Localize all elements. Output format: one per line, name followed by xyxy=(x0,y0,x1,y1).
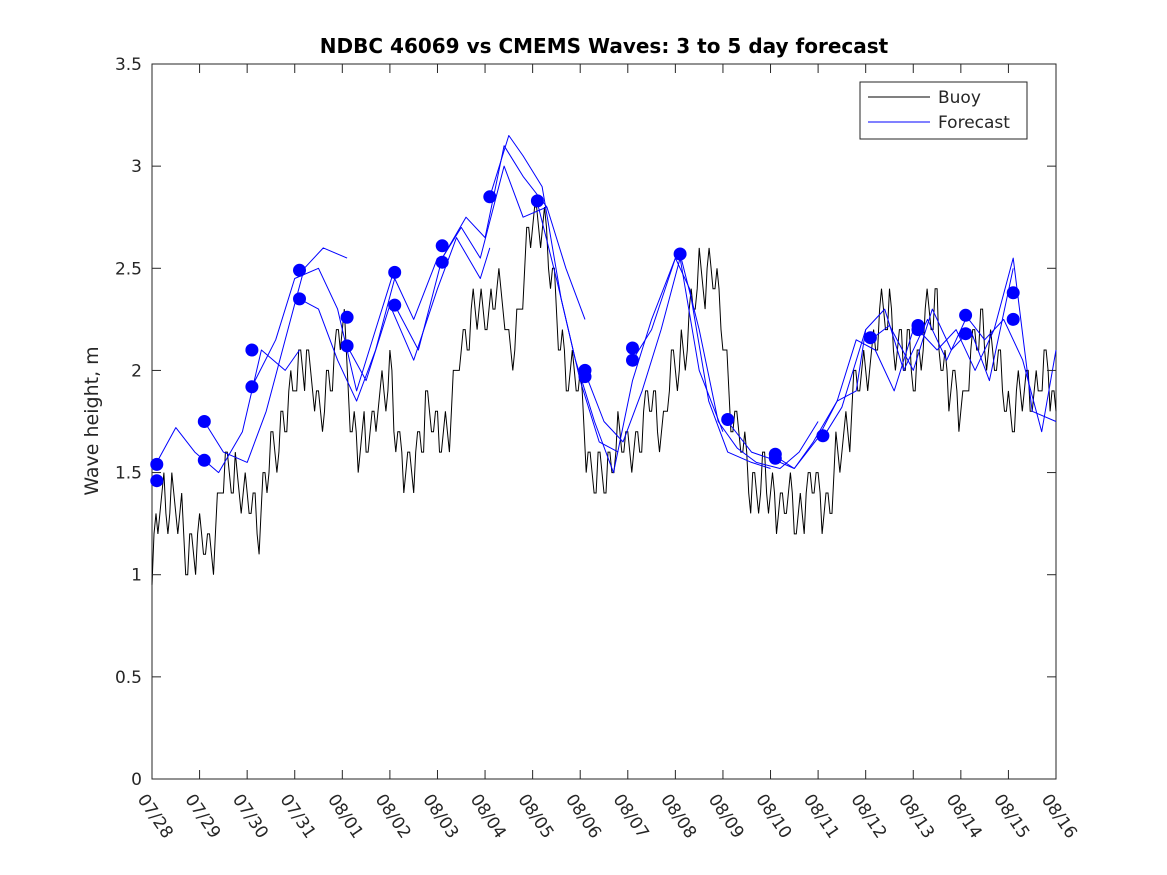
forecast-start-marker xyxy=(483,190,497,204)
buoy-series xyxy=(151,206,1057,585)
forecast-start-marker xyxy=(1006,312,1020,326)
forecast-line xyxy=(156,349,300,474)
forecast-start-marker xyxy=(293,292,306,306)
forecast-line xyxy=(822,308,967,439)
forecast-start-marker xyxy=(435,255,449,269)
y-tick-label: 2.5 xyxy=(115,259,142,279)
buoy-line xyxy=(151,206,1057,585)
legend-forecast-label: Forecast xyxy=(938,113,1010,133)
forecast-start-marker xyxy=(863,331,877,345)
forecast-start-marker xyxy=(245,380,259,394)
forecast-start-marker xyxy=(530,194,544,208)
forecast-start-marker xyxy=(245,343,259,357)
forecast-start-marker xyxy=(340,310,354,324)
forecast-line xyxy=(727,329,867,469)
forecast-line xyxy=(489,135,619,453)
forecast-start-marker xyxy=(340,339,354,353)
forecast-start-marker xyxy=(768,451,782,465)
chart-title: NDBC 46069 vs CMEMS Waves: 3 to 5 day fo… xyxy=(320,34,889,58)
forecast-start-marker xyxy=(197,415,211,428)
forecast-start-marker xyxy=(435,239,449,253)
forecast-line xyxy=(536,202,676,474)
legend: Buoy Forecast xyxy=(859,81,1028,140)
y-tick-label: 1 xyxy=(131,566,142,586)
y-tick-label: 2 xyxy=(131,361,142,381)
forecast-line xyxy=(679,253,819,469)
forecast-start-marker xyxy=(721,413,735,426)
forecast-start-marker xyxy=(626,341,639,355)
forecast-start-marker xyxy=(388,298,402,312)
forecast-line xyxy=(441,145,586,320)
legend-box xyxy=(859,81,1028,140)
forecast-line xyxy=(584,257,724,443)
forecast-start-markers xyxy=(150,190,1020,488)
forecast-line xyxy=(203,247,348,463)
y-tick-label: 3.5 xyxy=(115,55,142,75)
forecast-start-marker xyxy=(959,327,973,341)
forecast-line xyxy=(870,268,1014,382)
y-axis: 0 0.5 1 1.5 2 2.5 3 3.5 xyxy=(115,55,1056,790)
forecast-line xyxy=(632,257,771,469)
forecast-start-marker xyxy=(578,370,592,384)
forecast-start-marker xyxy=(959,308,973,322)
y-axis-label: Wave height, m xyxy=(81,346,103,495)
plot-area xyxy=(150,63,1057,780)
forecast-start-marker xyxy=(816,429,830,443)
forecast-start-marker xyxy=(150,457,164,471)
y-tick-label: 3 xyxy=(131,157,142,177)
forecast-start-marker xyxy=(197,453,211,467)
forecast-line xyxy=(346,237,491,382)
y-tick-label: 0.5 xyxy=(115,668,142,688)
forecast-start-marker xyxy=(293,263,306,277)
forecast-line xyxy=(251,267,396,392)
forecast-start-marker xyxy=(626,353,639,367)
forecast-line xyxy=(775,329,914,469)
forecast-start-marker xyxy=(1006,286,1020,300)
y-tick-label: 1.5 xyxy=(115,464,142,484)
y-tick-label: 0 xyxy=(131,770,142,790)
forecast-start-marker xyxy=(388,265,402,279)
forecast-start-marker xyxy=(673,247,687,261)
forecast-start-marker xyxy=(150,474,164,488)
forecast-series-group xyxy=(156,135,1057,474)
legend-buoy-label: Buoy xyxy=(938,88,981,108)
forecast-line xyxy=(965,314,1057,433)
forecast-line xyxy=(299,257,438,402)
forecast-line xyxy=(394,165,548,351)
forecast-start-marker xyxy=(911,323,925,337)
